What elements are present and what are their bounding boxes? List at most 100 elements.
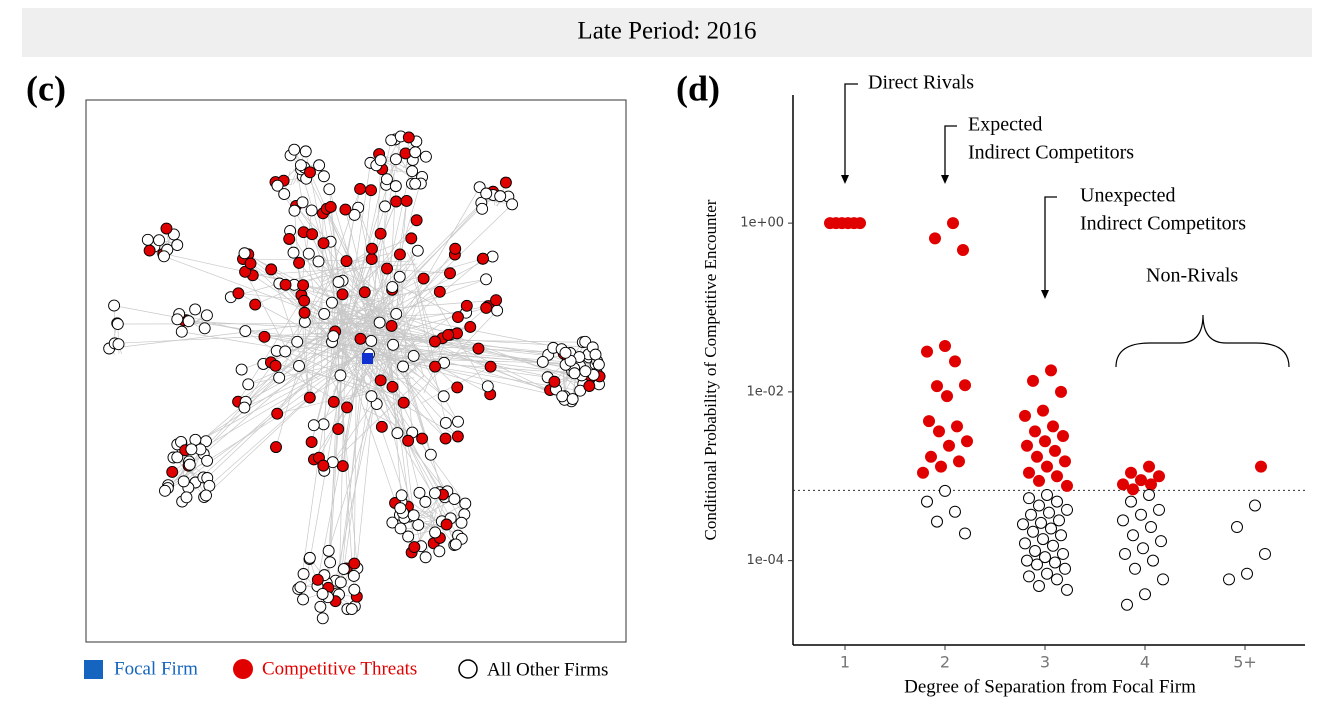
node [289,205,300,216]
node [355,333,366,344]
point [1120,548,1131,559]
point [1034,500,1045,511]
node [335,577,346,588]
node [452,382,463,393]
point [950,356,961,367]
node [142,234,153,245]
node [403,132,414,143]
node [482,381,493,392]
node [340,204,351,215]
point [1060,563,1071,574]
node [314,160,325,171]
point [926,451,937,462]
node [473,343,484,354]
point [924,416,935,427]
x-tick-label: 1 [840,653,850,672]
node [500,177,511,188]
node [292,336,303,347]
node [318,460,329,471]
node [109,300,120,311]
node [167,466,178,477]
point [1118,515,1129,526]
node [323,545,334,556]
node [394,271,405,282]
node [201,490,212,501]
node [366,335,377,346]
point [1032,559,1043,570]
node [289,144,300,155]
arrow [945,126,957,182]
node [420,151,431,162]
node [159,485,170,496]
point [1154,504,1165,515]
point [930,233,941,244]
node [202,455,213,466]
node [349,558,360,569]
node [401,195,412,206]
point [954,456,965,467]
node [183,316,194,327]
node [318,238,329,249]
x-tick-label: 4 [1140,653,1150,672]
node [243,379,254,390]
point [922,346,933,357]
point [1146,522,1157,533]
node [239,402,250,413]
node [349,584,360,595]
node [420,552,431,563]
point [1058,430,1069,441]
point [1030,546,1041,557]
node [280,346,291,357]
panel-label: (c) [26,68,66,108]
node [326,297,337,308]
node [434,286,445,297]
annotation: Unexpected [1080,185,1176,207]
node [366,243,377,254]
node [259,331,270,342]
node [449,494,460,505]
node [452,416,463,427]
node [181,492,192,503]
node [341,256,352,267]
point [942,391,953,402]
point [1026,509,1037,520]
point [934,426,945,437]
legend-swatch [233,659,253,679]
node [406,233,417,244]
point [1048,421,1059,432]
point [940,340,951,351]
node [112,319,123,330]
node [280,279,291,290]
node [274,372,285,383]
node [337,289,348,300]
node [420,496,431,507]
edge [204,302,382,454]
x-axis-label: Degree of Separation from Focal Firm [904,676,1196,697]
node [270,360,281,371]
node [495,191,506,202]
point [1046,523,1057,534]
node [346,604,357,615]
annotation: Non-Rivals [1146,265,1238,287]
arrow [845,84,858,182]
node [172,240,183,251]
point [1144,461,1155,472]
node [567,394,578,405]
point [1022,440,1033,451]
node [295,160,306,171]
annotation: Direct Rivals [868,72,974,94]
point [1128,530,1139,541]
point [932,516,943,527]
point [1020,538,1031,549]
node [396,490,407,501]
node [408,510,419,521]
node [387,282,398,293]
node [445,268,456,279]
node [425,449,436,460]
node [304,392,315,403]
node [315,601,326,612]
node [441,519,452,530]
node [158,251,169,262]
node [465,321,476,332]
